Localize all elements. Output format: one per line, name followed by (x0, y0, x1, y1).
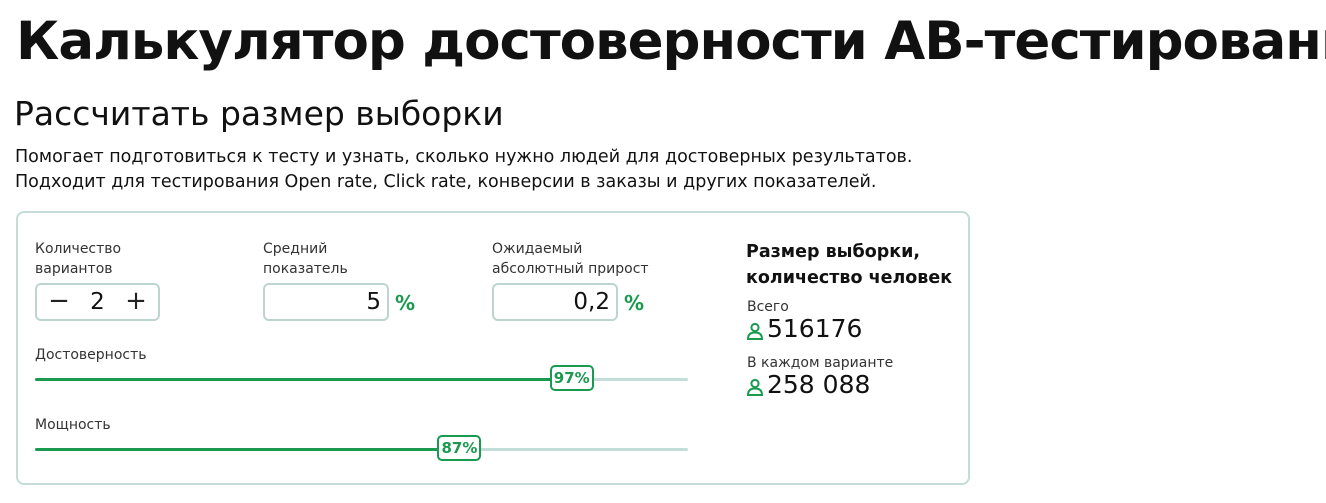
average-label: Средний показатель (263, 239, 348, 279)
growth-label: Ожидаемый абсолютный прирост (492, 239, 649, 279)
average-field (263, 283, 389, 321)
description-line-2: Подходит для тестирования Open rate, Cli… (15, 172, 877, 192)
result-title-line-2: количество человек (746, 268, 953, 288)
power-label: Мощность (35, 417, 111, 433)
growth-unit: % (624, 291, 645, 315)
person-icon (746, 322, 764, 340)
page-title: Калькулятор достоверности AB-тестировани… (16, 11, 1326, 72)
result-title: Размер выборки, количество человек (746, 239, 952, 291)
per-variant-label: В каждом варианте (747, 355, 894, 371)
total-value: 516176 (767, 314, 863, 343)
growth-field (492, 283, 618, 321)
calculator-card: Количество вариантов − 2 + Средний показ… (16, 211, 970, 485)
per-variant-value: 258 088 (767, 370, 871, 399)
power-thumb[interactable]: 87% (437, 435, 482, 461)
total-label: Всего (747, 299, 789, 315)
variants-value: 2 (90, 289, 105, 315)
section-title: Рассчитать размер выборки (14, 94, 504, 133)
person-icon (746, 378, 764, 396)
confidence-label: Достоверность (35, 347, 147, 363)
average-label-line-1: Средний (263, 241, 328, 257)
growth-input[interactable] (494, 285, 616, 319)
power-slider[interactable]: 87% (35, 434, 688, 464)
variants-label: Количество вариантов (35, 239, 121, 279)
growth-label-line-1: Ожидаемый (492, 241, 583, 257)
growth-label-line-2: абсолютный прирост (492, 261, 649, 277)
average-unit: % (395, 291, 416, 315)
increment-button[interactable]: + (125, 286, 147, 316)
confidence-fill (35, 378, 574, 381)
variants-label-line-2: вариантов (35, 261, 113, 277)
average-input[interactable] (265, 285, 387, 319)
average-label-line-2: показатель (263, 261, 348, 277)
variants-stepper: − 2 + (35, 283, 160, 321)
per-variant-value-row: 258 088 (746, 370, 870, 400)
confidence-thumb[interactable]: 97% (549, 365, 594, 391)
power-fill (35, 448, 462, 451)
description-line-1: Помогает подготовиться к тесту и узнать,… (15, 147, 913, 167)
total-value-row: 516176 (746, 314, 862, 344)
decrement-button[interactable]: − (48, 286, 70, 316)
confidence-slider[interactable]: 97% (35, 364, 688, 394)
variants-label-line-1: Количество (35, 241, 122, 257)
result-title-line-1: Размер выборки, (746, 242, 921, 262)
description: Помогает подготовиться к тесту и узнать,… (15, 145, 912, 195)
